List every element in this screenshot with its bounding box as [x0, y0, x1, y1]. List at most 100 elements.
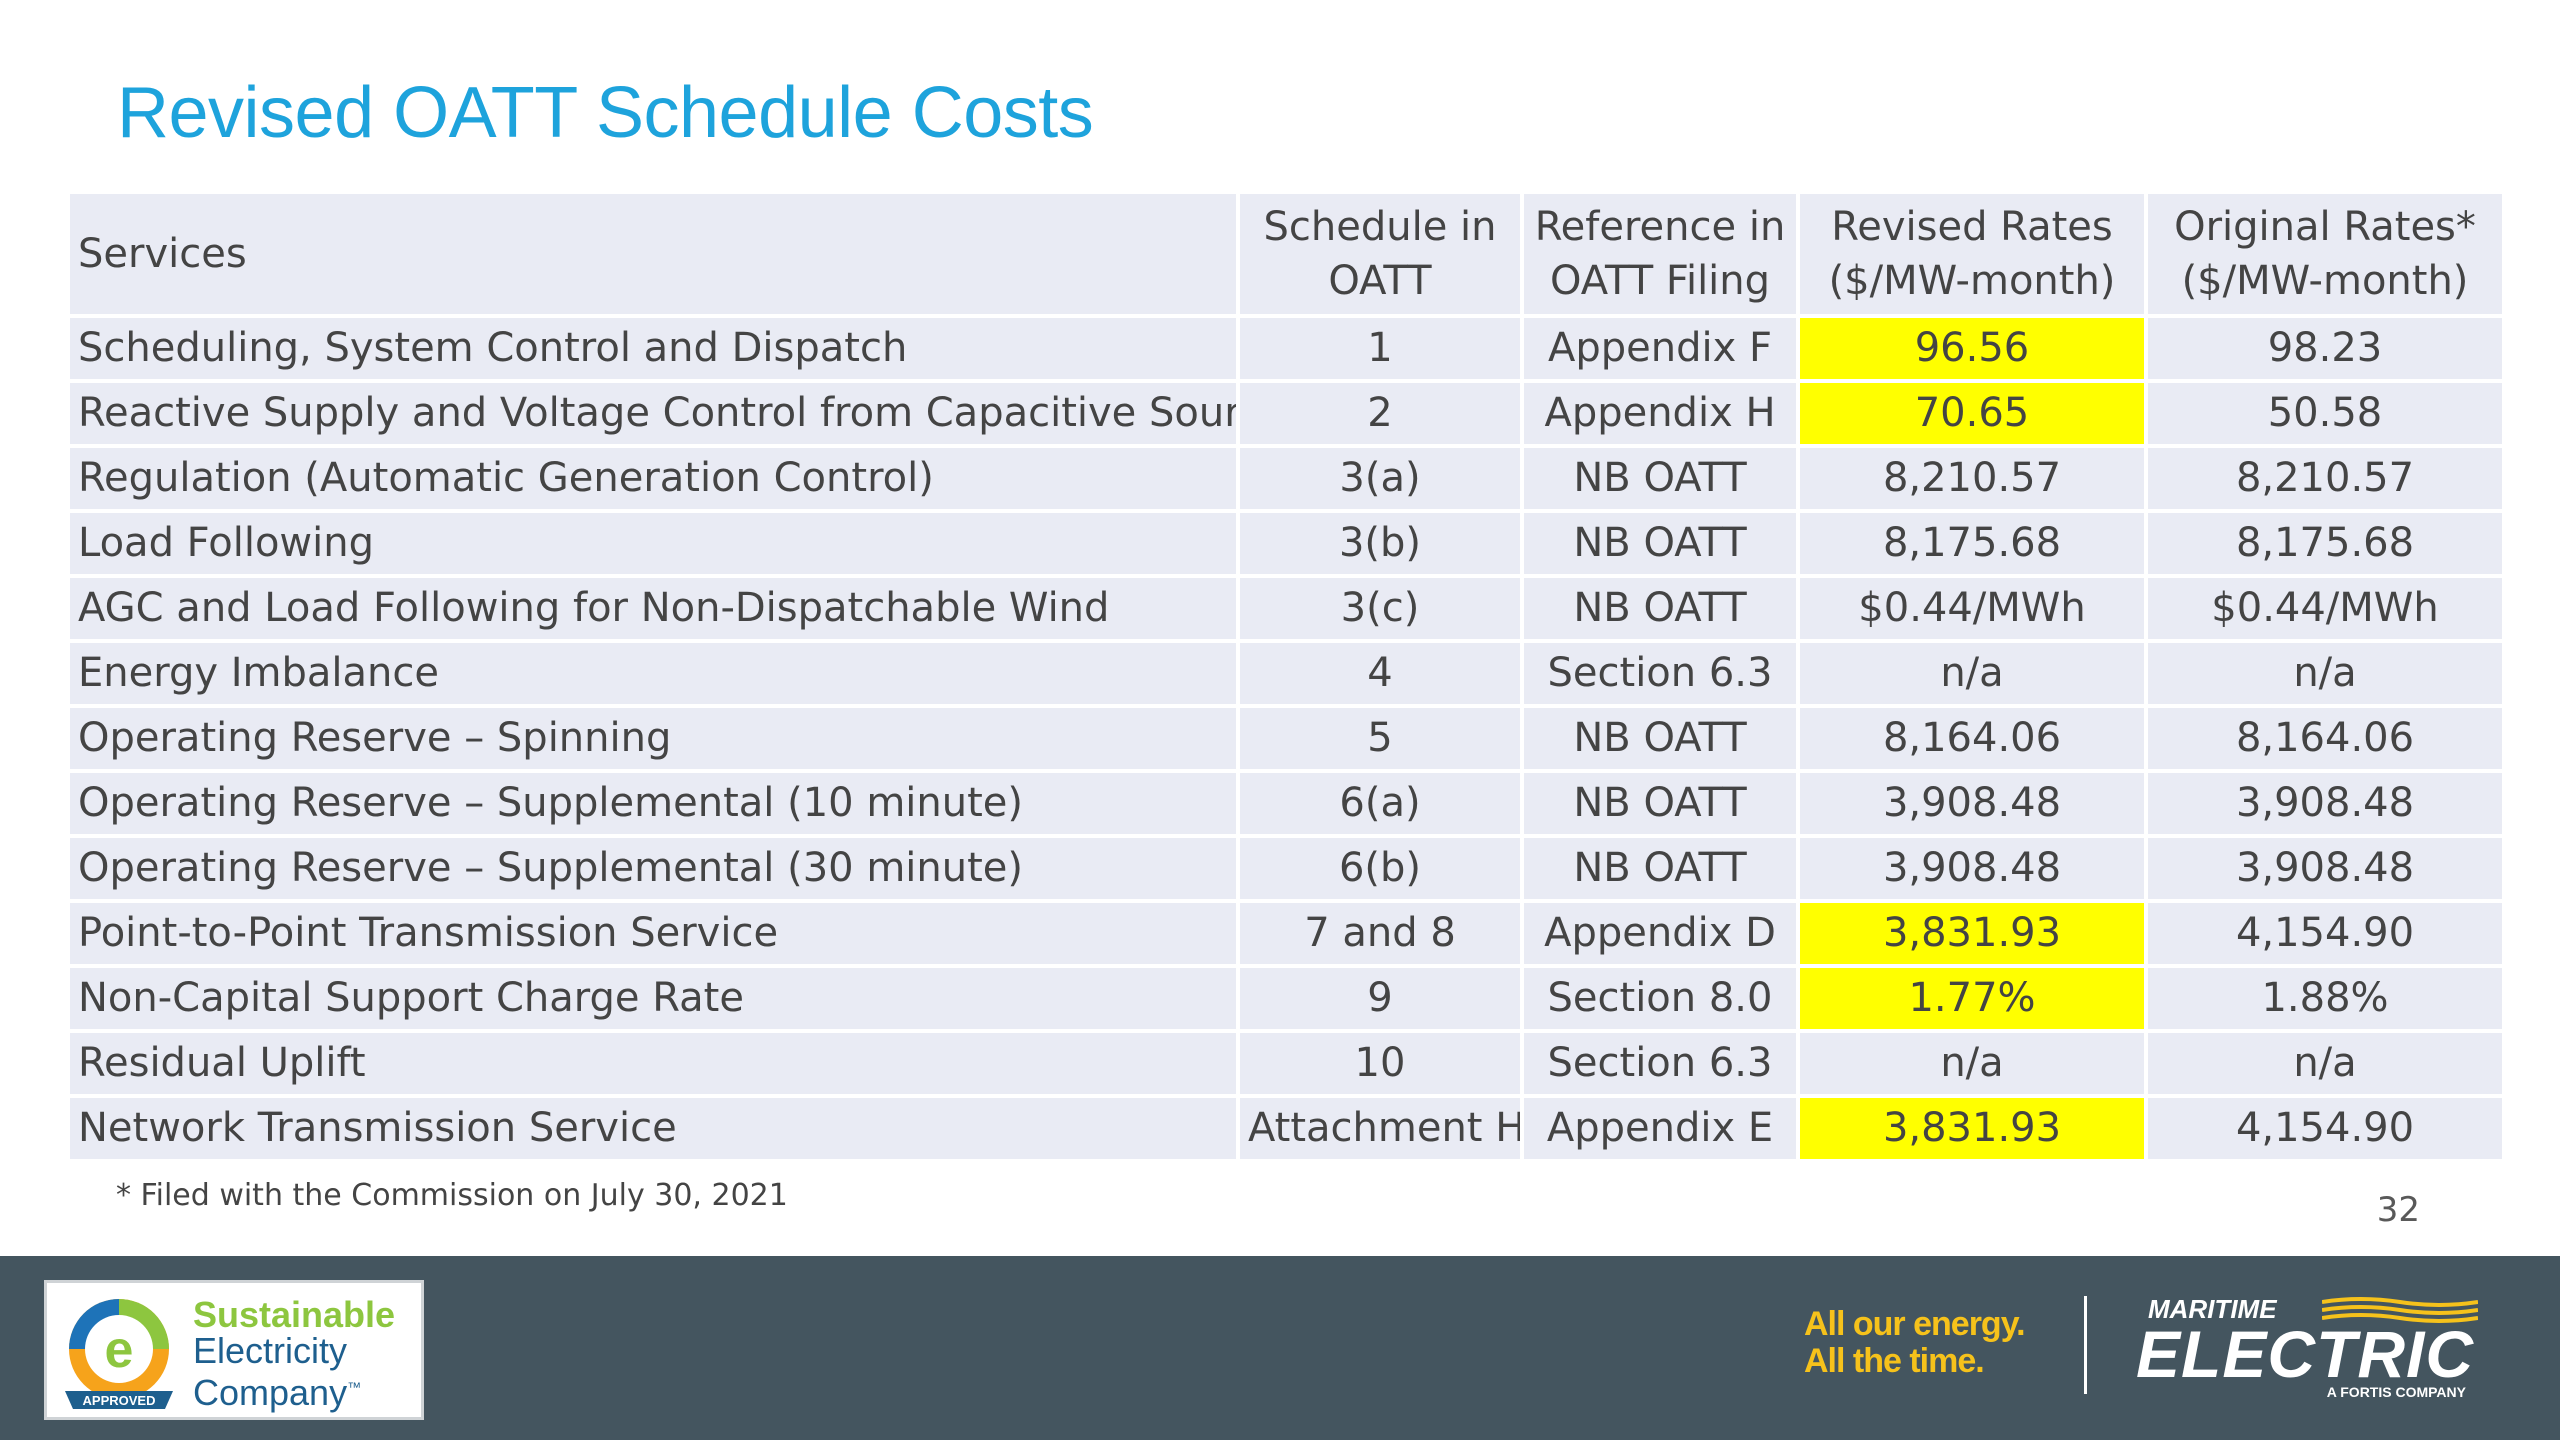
cell-reference: NB OATT — [1524, 838, 1796, 899]
header-revised-rates: Revised Rates ($/MW-month) — [1800, 194, 2144, 314]
trademark-mark: ™ — [347, 1379, 362, 1395]
cell-reference: NB OATT — [1524, 708, 1796, 769]
header-reference: Reference in OATT Filing — [1524, 194, 1796, 314]
cell-original-rate: $0.44/MWh — [2148, 578, 2502, 639]
table-row: Operating Reserve – Spinning 5 NB OATT 8,16… — [70, 708, 2502, 769]
cell-reference: Section 6.3 — [1524, 643, 1796, 704]
cell-service: Residual Uplift — [70, 1033, 1236, 1094]
cell-reference: Appendix F — [1524, 318, 1796, 379]
table-row: AGC and Load Following for Non-Dispatcha… — [70, 578, 2502, 639]
cell-reference: Appendix D — [1524, 903, 1796, 964]
cell-schedule: Attachment H — [1240, 1098, 1520, 1159]
cell-schedule: 6(b) — [1240, 838, 1520, 899]
table-body: Scheduling, System Control and Dispatch 1… — [70, 318, 2502, 1159]
sustainable-electricity-text: Sustainable Electricity Company™ — [193, 1297, 395, 1411]
header-schedule: Schedule in OATT — [1240, 194, 1520, 314]
cell-schedule: 10 — [1240, 1033, 1520, 1094]
cell-original-rate: 3,908.48 — [2148, 838, 2502, 899]
footnote: * Filed with the Commission on July 30, … — [116, 1178, 788, 1213]
cell-revised-rate: 3,831.93 — [1800, 903, 2144, 964]
cell-service: Energy Imbalance — [70, 643, 1236, 704]
cell-schedule: 2 — [1240, 383, 1520, 444]
cell-original-rate: 4,154.90 — [2148, 903, 2502, 964]
table-row: Network Transmission Service Attachment H… — [70, 1098, 2502, 1159]
footer-divider — [2084, 1296, 2087, 1394]
cell-original-rate: 3,908.48 — [2148, 773, 2502, 834]
badge-line2: Electricity — [193, 1330, 348, 1371]
footer-bar: e APPROVED Sustainable Electricity Compa… — [0, 1256, 2560, 1440]
header-revised-line2: ($/MW-month) — [1828, 258, 2116, 304]
tagline-line2: All the time. — [1804, 1342, 1985, 1380]
table-row: Operating Reserve – Supplemental (10 min… — [70, 773, 2502, 834]
cell-original-rate: n/a — [2148, 643, 2502, 704]
cell-original-rate: 1.88% — [2148, 968, 2502, 1029]
cell-reference: NB OATT — [1524, 448, 1796, 509]
cell-original-rate: 8,164.06 — [2148, 708, 2502, 769]
cell-service: Scheduling, System Control and Dispatch — [70, 318, 1236, 379]
cell-service: Point-to-Point Transmission Service — [70, 903, 1236, 964]
cell-revised-rate: 1.77% — [1800, 968, 2144, 1029]
cell-service: Operating Reserve – Supplemental (10 min… — [70, 773, 1236, 834]
table-row: Non-Capital Support Charge Rate 9 Section … — [70, 968, 2502, 1029]
cell-reference: NB OATT — [1524, 578, 1796, 639]
header-original-rates: Original Rates* ($/MW-month) — [2148, 194, 2502, 314]
header-reference-line1: Reference in — [1534, 204, 1786, 250]
cell-original-rate: 8,210.57 — [2148, 448, 2502, 509]
cell-service: AGC and Load Following for Non-Dispatcha… — [70, 578, 1236, 639]
table-row: Load Following 3(b) NB OATT 8,175.68 8,175.6… — [70, 513, 2502, 574]
tagline-line1: All our energy. — [1804, 1305, 2026, 1343]
badge-line3-word: Company — [193, 1372, 348, 1413]
cell-revised-rate: 8,210.57 — [1800, 448, 2144, 509]
rates-table: Services Schedule in OATT Reference in O… — [66, 190, 2506, 1163]
cell-revised-rate: n/a — [1800, 1033, 2144, 1094]
svg-text:e: e — [105, 1321, 134, 1379]
cell-original-rate: 98.23 — [2148, 318, 2502, 379]
cell-original-rate: 4,154.90 — [2148, 1098, 2502, 1159]
cell-schedule: 3(b) — [1240, 513, 1520, 574]
cell-revised-rate: 3,908.48 — [1800, 773, 2144, 834]
header-original-line2: ($/MW-month) — [2181, 258, 2469, 304]
approved-label: APPROVED — [83, 1393, 156, 1408]
cell-revised-rate: 96.56 — [1800, 318, 2144, 379]
cell-reference: Appendix E — [1524, 1098, 1796, 1159]
cell-schedule: 6(a) — [1240, 773, 1520, 834]
header-revised-line1: Revised Rates — [1831, 204, 2113, 250]
cell-schedule: 3(a) — [1240, 448, 1520, 509]
cell-schedule: 5 — [1240, 708, 1520, 769]
cell-schedule: 3(c) — [1240, 578, 1520, 639]
cell-reference: Appendix H — [1524, 383, 1796, 444]
cell-revised-rate: 70.65 — [1800, 383, 2144, 444]
cell-reference: Section 8.0 — [1524, 968, 1796, 1029]
cell-revised-rate: $0.44/MWh — [1800, 578, 2144, 639]
table-row: Energy Imbalance 4 Section 6.3 n/a n/a — [70, 643, 2502, 704]
cell-revised-rate: n/a — [1800, 643, 2144, 704]
badge-line3: Company™ — [193, 1369, 395, 1411]
cell-original-rate: 8,175.68 — [2148, 513, 2502, 574]
cell-service: Regulation (Automatic Generation Control… — [70, 448, 1236, 509]
table-row: Scheduling, System Control and Dispatch 1… — [70, 318, 2502, 379]
cell-reference: NB OATT — [1524, 513, 1796, 574]
brand-sub-text: A FORTIS COMPANY — [2326, 1384, 2466, 1400]
cell-schedule: 4 — [1240, 643, 1520, 704]
cell-revised-rate: 3,831.93 — [1800, 1098, 2144, 1159]
cell-service: Non-Capital Support Charge Rate — [70, 968, 1236, 1029]
cell-original-rate: 50.58 — [2148, 383, 2502, 444]
sustainable-e-logo-icon: e APPROVED — [65, 1299, 173, 1409]
wave-lines-icon — [2322, 1297, 2478, 1323]
badge-line1: Sustainable — [193, 1294, 396, 1335]
maritime-electric-logo: MARITIME ELECTRIC A FORTIS COMPANY — [2136, 1294, 2478, 1402]
cell-schedule: 7 and 8 — [1240, 903, 1520, 964]
brand-main-text: ELECTRIC — [2136, 1317, 2474, 1391]
cell-reference: NB OATT — [1524, 773, 1796, 834]
cell-service: Load Following — [70, 513, 1236, 574]
table-row: Point-to-Point Transmission Service 7 and… — [70, 903, 2502, 964]
sustainable-electricity-badge: e APPROVED Sustainable Electricity Compa… — [44, 1280, 424, 1420]
brand-top-text: MARITIME — [2148, 1294, 2277, 1324]
cell-revised-rate: 8,164.06 — [1800, 708, 2144, 769]
cell-reference: Section 6.3 — [1524, 1033, 1796, 1094]
header-original-line1: Original Rates* — [2174, 204, 2476, 250]
cell-revised-rate: 8,175.68 — [1800, 513, 2144, 574]
header-reference-line2: OATT Filing — [1549, 258, 1771, 304]
table-row: Residual Uplift 10 Section 6.3 n/a n/a — [70, 1033, 2502, 1094]
table-row: Operating Reserve – Supplemental (30 min… — [70, 838, 2502, 899]
